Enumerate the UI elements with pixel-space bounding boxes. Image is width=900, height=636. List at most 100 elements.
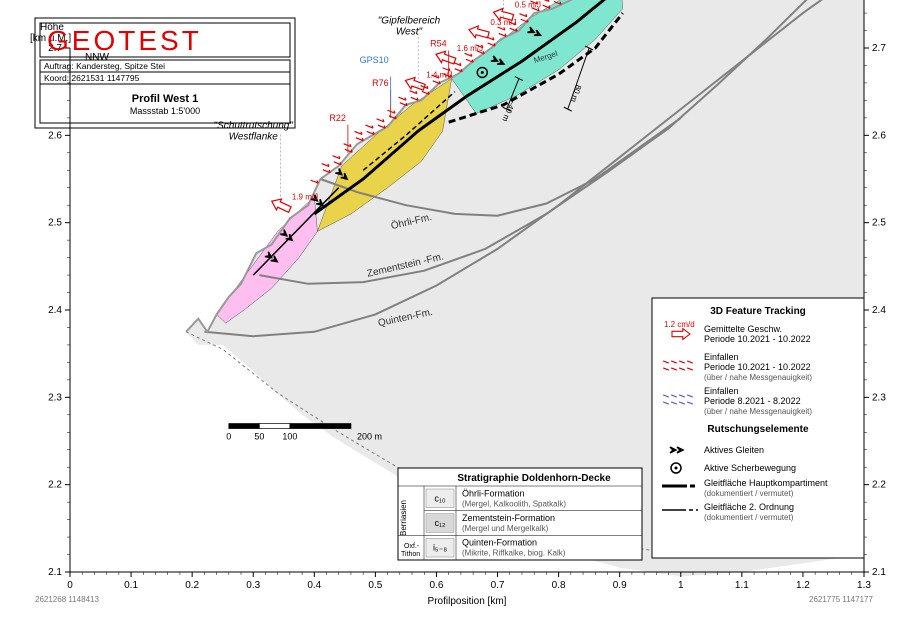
dip-tick: [388, 108, 396, 113]
dip-tick: [466, 57, 474, 62]
svg-text:Periode 10.2021 - 10.2022: Periode 10.2021 - 10.2022: [704, 362, 811, 372]
svg-text:Aktive Scherbewegung: Aktive Scherbewegung: [704, 463, 796, 473]
marker-R22: R22: [329, 113, 346, 123]
x-tick: 0.7: [491, 580, 505, 591]
velocity-arrow: [403, 75, 426, 93]
y-right-tick: 2.1: [872, 567, 886, 578]
dip-tick: [499, 32, 507, 37]
dip-tick: [521, 17, 529, 22]
dip-tick: [543, 3, 551, 8]
strat-name: Quinten-Formation: [462, 538, 537, 548]
dip-tick: [541, 0, 549, 1]
scalebar-seg: [259, 424, 290, 429]
svg-text:(dokumentiert / vermutet): (dokumentiert / vermutet): [704, 513, 794, 522]
dip-tick: [323, 168, 331, 173]
strat-code: i₅₋₈: [433, 543, 447, 553]
y-left-tick: 2.1: [48, 567, 62, 578]
x-tick: 0: [67, 580, 73, 591]
svg-text:Gleitfläche Hauptkompartiment: Gleitfläche Hauptkompartiment: [704, 478, 828, 488]
y-right-tick: 2.6: [872, 130, 886, 141]
y-left-tick: 2.3: [48, 392, 62, 403]
y-left-tick: 2.4: [48, 305, 62, 316]
annotation-text: West": [396, 27, 423, 38]
profile-title: Profil West 1: [132, 93, 198, 105]
svg-text:Einfallen: Einfallen: [704, 352, 739, 362]
dip-tick: [367, 130, 375, 135]
x-tick: 0.4: [307, 580, 321, 591]
marker-R54: R54: [430, 39, 447, 49]
dip-tick: [311, 178, 319, 183]
y-left-tick: 2.5: [48, 218, 62, 229]
svg-text:(dokumentiert / vermutet): (dokumentiert / vermutet): [704, 489, 794, 498]
dip-tick: [378, 123, 386, 128]
coord-bl: 2621268 1148413: [35, 595, 99, 604]
strat-name: Zementstein-Formation: [462, 513, 555, 523]
x-tick: 0.2: [185, 580, 199, 591]
dip-tick: [334, 160, 342, 165]
scalebar-end: 200 m: [357, 432, 382, 442]
velocity-label: 0.5 m/J: [515, 0, 541, 9]
velocity-arrow: [434, 49, 457, 67]
dip-tick: [389, 114, 397, 119]
x-tick: 0.8: [552, 580, 566, 591]
x-tick: 1: [678, 580, 684, 591]
svg-text:(über / nahe Messgenauigkeit): (über / nahe Messgenauigkeit): [704, 407, 812, 416]
marker-R76: R76: [372, 78, 389, 88]
dip-tick: [356, 136, 364, 141]
dip-tick: [488, 41, 496, 46]
dip-tick: [455, 67, 463, 72]
strat-side-bot1: Oxf.-: [404, 543, 420, 550]
marker-GPS10: GPS10: [360, 55, 389, 65]
velocity-label: 1.6 m/J: [457, 44, 483, 53]
legend-tracking-title: 3D Feature Tracking: [710, 306, 806, 317]
dip-tick: [355, 130, 363, 135]
y-right-tick: 2.2: [872, 480, 886, 491]
y-right-tick: 2.4: [872, 305, 886, 316]
annotation-text: Westflanke: [229, 131, 279, 142]
scale-text: Massstab 1:5'000: [130, 106, 200, 116]
auftrag-label: Auftrag: Kandersteg, Spitze Stei: [44, 61, 165, 71]
y-right-tick: 2.3: [872, 392, 886, 403]
geological-profile: 80 m~40 m1.9 m/J1.4 m/J1.6 m/J0.3 m/J0.5…: [0, 0, 900, 636]
dip-tick: [377, 117, 385, 122]
velocity-label: 1.9 m/J: [292, 193, 318, 202]
dip-tick: [345, 147, 353, 152]
y-right-tick: 2.5: [872, 218, 886, 229]
koord-label: Koord: 2621531 1147795: [44, 73, 140, 83]
dip-tick: [399, 95, 407, 100]
svg-text:Periode 8.2021 - 8.2022: Periode 8.2021 - 8.2022: [704, 396, 801, 406]
scalebar-seg: [229, 424, 260, 429]
dip-tick: [510, 26, 518, 31]
x-tick: 0.9: [613, 580, 627, 591]
annotation-text: "Schuttrutschung": [214, 120, 294, 131]
x-tick: 1.2: [796, 580, 810, 591]
coord-br: 2621775 1147177: [809, 595, 873, 604]
x-tick: 0.1: [124, 580, 138, 591]
x-tick: 0.3: [246, 580, 260, 591]
y-left-tick: 2.6: [48, 130, 62, 141]
strat-side-top: Berriasien: [399, 500, 408, 536]
strat-desc: (Mergel und Mergelkalk): [462, 524, 549, 533]
svg-text:Gemittelte Geschw.: Gemittelte Geschw.: [704, 324, 782, 334]
strat-code: c₁₂: [434, 518, 446, 528]
svg-text:(über / nahe Messgenauigkeit): (über / nahe Messgenauigkeit): [704, 373, 812, 382]
strat-side-bot2: Tithon: [401, 551, 420, 558]
y-left-tick: 2.2: [48, 480, 62, 491]
legend-rutschung-title: Rutschungselemente: [707, 424, 809, 435]
scalebar-tick: 100: [282, 432, 297, 442]
strat-desc: (Mergel, Kalkoolith, Spatkalk): [462, 499, 566, 508]
svg-text:Einfallen: Einfallen: [704, 386, 739, 396]
svg-text:Aktives Gleiten: Aktives Gleiten: [704, 445, 764, 455]
dip-tick: [411, 95, 419, 100]
y-right-tick: 2.7: [872, 43, 886, 54]
x-tick: 1.3: [857, 580, 871, 591]
dip-tick: [333, 154, 341, 159]
strat-code: c₁₀: [434, 493, 446, 503]
strat-name: Öhrli-Formation: [462, 488, 525, 498]
x-tick: 0.5: [368, 580, 382, 591]
x-tick: 1.1: [735, 580, 749, 591]
dip-tick: [366, 123, 374, 128]
legend-vel-label: 1.2 cm/d: [664, 320, 695, 329]
scalebar-tick: 50: [254, 432, 264, 442]
scalebar-seg: [290, 424, 351, 429]
